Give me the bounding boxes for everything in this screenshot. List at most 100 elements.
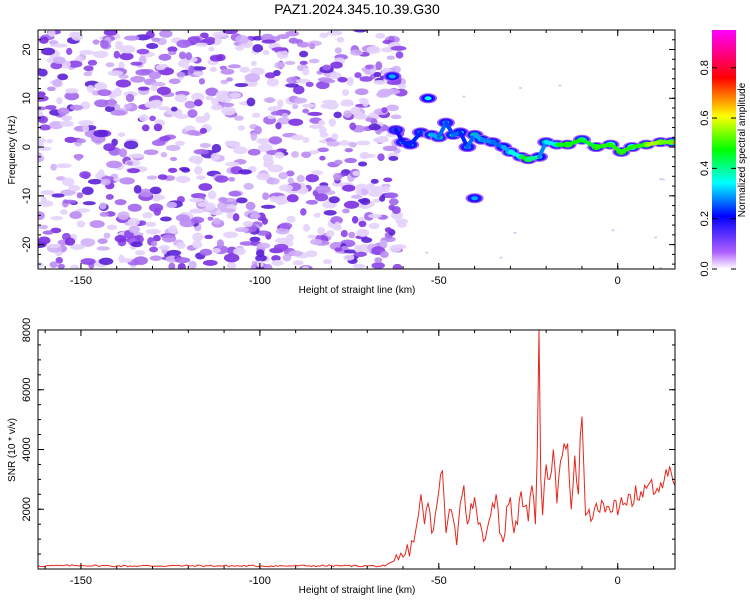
heatmap-noise-cell bbox=[305, 199, 318, 205]
heatmap-noise-cell bbox=[161, 234, 177, 243]
heatmap-noise-cell bbox=[661, 178, 665, 181]
heatmap-noise-cell bbox=[59, 120, 74, 127]
heatmap-noise-cell bbox=[49, 261, 58, 268]
heatmap-noise-cell bbox=[125, 93, 135, 103]
heatmap-noise-cell bbox=[128, 153, 145, 159]
heatmap-noise-cell bbox=[40, 189, 55, 196]
heatmap-noise-cell bbox=[68, 184, 81, 192]
heatmap-noise-cell bbox=[343, 254, 355, 261]
heatmap-noise-cell bbox=[425, 251, 429, 254]
heatmap-noise-cell bbox=[193, 99, 203, 107]
heatmap-signal-band bbox=[436, 120, 448, 140]
heatmap-noise-cell bbox=[57, 107, 70, 116]
heatmap-noise-cell bbox=[302, 103, 316, 108]
heatmap-signal-band bbox=[644, 140, 663, 147]
heatmap-noise-cell bbox=[371, 262, 385, 269]
heatmap-noise-cell bbox=[40, 196, 47, 203]
heatmap-noise-cell bbox=[205, 95, 214, 101]
heatmap-noise-cell bbox=[157, 174, 168, 180]
heatmap-noise-cell bbox=[46, 138, 53, 144]
heatmap-noise-cell bbox=[178, 51, 187, 60]
heatmap-noise-cell bbox=[373, 71, 382, 78]
heatmap-noise-cell bbox=[149, 255, 162, 261]
heatmap-noise-cell bbox=[262, 49, 270, 56]
snr-y-axis-label: SNR (10 * v/v) bbox=[7, 418, 18, 482]
heatmap-noise-cell bbox=[151, 37, 161, 42]
heatmap-noise-cell bbox=[151, 99, 163, 108]
x-tick-label: -150 bbox=[70, 275, 92, 287]
heatmap-noise-cell bbox=[113, 50, 121, 59]
heatmap-noise-cell bbox=[328, 118, 336, 127]
heatmap-noise-cell bbox=[382, 145, 398, 152]
heatmap-noise-cell bbox=[252, 44, 264, 53]
heatmap-noise-cell bbox=[193, 148, 210, 155]
heatmap-noise-cell bbox=[53, 43, 68, 48]
heatmap-noise-cell bbox=[80, 238, 96, 247]
heatmap-noise-cell bbox=[366, 45, 381, 54]
heatmap-noise-cell bbox=[218, 197, 228, 203]
heatmap-noise-cell bbox=[145, 30, 155, 39]
heatmap-noise-cell bbox=[315, 185, 331, 194]
heatmap-noise-cell bbox=[275, 227, 290, 235]
heatmap-noise-cell bbox=[38, 106, 47, 111]
heatmap-noise-cell bbox=[499, 256, 503, 259]
heatmap-noise-cell bbox=[343, 200, 360, 209]
heatmap-noise-cell bbox=[333, 111, 342, 119]
heatmap-noise-cell bbox=[334, 47, 342, 54]
heatmap-noise-cell bbox=[75, 153, 82, 161]
heatmap-noise-cell bbox=[86, 85, 95, 93]
heatmap-noise-cell bbox=[342, 184, 356, 192]
heatmap-noise-cell bbox=[320, 103, 332, 109]
heatmap-noise-cell bbox=[275, 122, 282, 130]
heatmap-noise-cell bbox=[359, 197, 371, 206]
heatmap-noise-cell bbox=[273, 243, 289, 252]
heatmap-noise-cell bbox=[331, 133, 339, 140]
heatmap-signal-cell bbox=[471, 196, 479, 201]
heatmap-noise-cell bbox=[285, 83, 299, 88]
heatmap-noise-cell bbox=[119, 52, 134, 61]
colorbar-tick-label: 0.8 bbox=[699, 60, 711, 75]
heatmap-noise-cell bbox=[127, 203, 142, 212]
heatmap-noise-cell bbox=[114, 199, 127, 206]
heatmap-noise-cell bbox=[286, 233, 294, 242]
heatmap-noise-cell bbox=[79, 50, 95, 55]
heatmap-noise-cell bbox=[384, 88, 401, 95]
heatmap-noise-cell bbox=[130, 241, 143, 248]
heatmap-noise-cell bbox=[145, 228, 161, 235]
heatmap-noise-cell bbox=[159, 135, 171, 142]
heatmap-noise-cell bbox=[291, 134, 304, 141]
heatmap-noise-cell bbox=[377, 153, 385, 162]
heatmap-noise-cell bbox=[354, 72, 362, 79]
heatmap-noise-cell bbox=[159, 30, 173, 38]
x-tick-label: 0 bbox=[615, 275, 621, 287]
heatmap-noise-cell bbox=[94, 82, 104, 90]
heatmap-noise-cell bbox=[254, 125, 262, 135]
heatmap-noise-cell bbox=[175, 175, 191, 184]
heatmap-noise-cell bbox=[139, 188, 154, 198]
heatmap-noise-cell bbox=[106, 160, 123, 169]
heatmap-noise-cell bbox=[211, 98, 219, 106]
heatmap-noise-cell bbox=[276, 200, 285, 206]
heatmap-noise-cell bbox=[199, 248, 213, 256]
heatmap-noise-cell bbox=[177, 262, 186, 269]
heatmap-noise-cell bbox=[271, 259, 284, 266]
heatmap-noise-cell bbox=[462, 95, 466, 98]
heatmap-noise-cell bbox=[256, 230, 270, 236]
heatmap-noise-cell bbox=[267, 114, 276, 120]
y-tick-label: 10 bbox=[21, 92, 33, 104]
heatmap-noise-cell bbox=[384, 227, 392, 233]
heatmap-noise-cell bbox=[251, 112, 261, 118]
heatmap-noise-cell bbox=[305, 250, 318, 258]
heatmap-noise-cell bbox=[296, 41, 310, 48]
heatmap-noise-cell bbox=[263, 97, 276, 103]
heatmap-noise-cell bbox=[326, 140, 341, 147]
heatmap-noise-cell bbox=[238, 169, 252, 175]
heatmap-noise-cell bbox=[50, 216, 64, 221]
heatmap-noise-cell bbox=[365, 185, 377, 192]
heatmap-noise-cell bbox=[261, 39, 276, 44]
heatmap-noise-cell bbox=[93, 129, 109, 138]
heatmap-noise-cell bbox=[87, 59, 98, 66]
heatmap-noise-cell bbox=[38, 142, 44, 147]
heatmap-noise-cell bbox=[336, 36, 345, 43]
heatmap-noise-cell bbox=[228, 190, 242, 197]
